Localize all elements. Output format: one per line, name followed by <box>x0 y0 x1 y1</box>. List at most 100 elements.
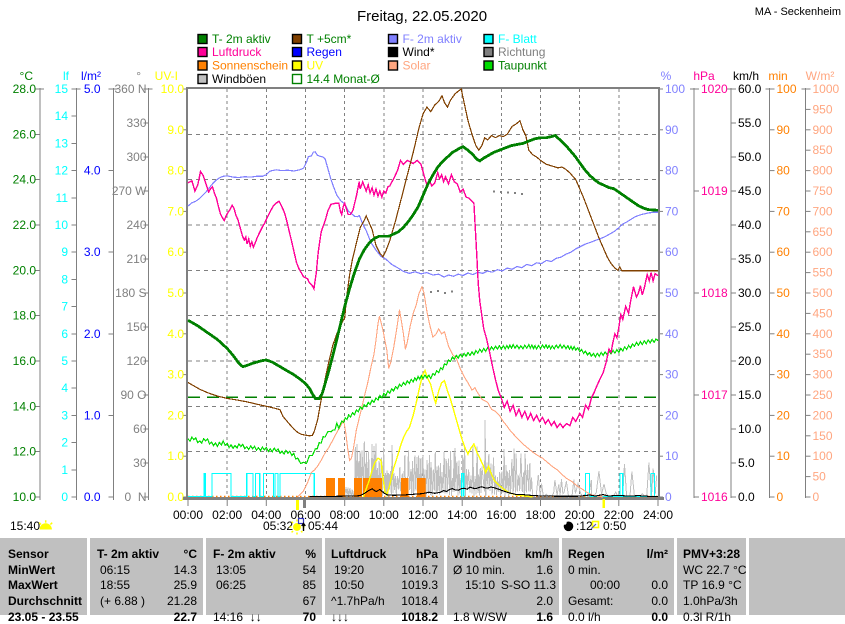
svg-text:0: 0 <box>813 490 820 504</box>
svg-text:F- Blatt: F- Blatt <box>498 32 537 46</box>
svg-text:35.0: 35.0 <box>738 252 762 266</box>
svg-text:250: 250 <box>813 388 833 402</box>
svg-text:20:00: 20:00 <box>565 508 595 522</box>
svg-text:22.0: 22.0 <box>13 218 37 232</box>
svg-text:900: 900 <box>813 123 833 137</box>
svg-text:16:00: 16:00 <box>486 508 516 522</box>
svg-text:18:00: 18:00 <box>525 508 555 522</box>
svg-text:90: 90 <box>665 123 679 137</box>
svg-text:km/h: km/h <box>733 69 759 83</box>
svg-text:650: 650 <box>813 225 833 239</box>
svg-text:05:32: 05:32 <box>263 519 293 533</box>
svg-text:70: 70 <box>665 204 679 218</box>
svg-text:330: 330 <box>126 116 146 130</box>
svg-text:200: 200 <box>813 408 833 422</box>
svg-text:04:00: 04:00 <box>251 508 281 522</box>
svg-text:90 O: 90 O <box>120 388 146 402</box>
svg-text:Wind*: Wind* <box>403 45 435 59</box>
svg-text:90: 90 <box>777 123 791 137</box>
svg-text:950: 950 <box>813 102 833 116</box>
svg-text:T- 2m aktiv: T- 2m aktiv <box>212 32 271 46</box>
svg-text:120: 120 <box>126 354 146 368</box>
svg-text:1.0: 1.0 <box>167 449 184 463</box>
svg-text:6.0: 6.0 <box>167 245 184 259</box>
svg-text:13: 13 <box>55 136 69 150</box>
svg-text:150: 150 <box>813 429 833 443</box>
svg-text:40: 40 <box>777 327 791 341</box>
svg-text:600: 600 <box>813 245 833 259</box>
svg-text:14.4 Monat-Ø: 14.4 Monat-Ø <box>307 72 380 86</box>
svg-text:210: 210 <box>126 252 146 266</box>
svg-text:700: 700 <box>813 204 833 218</box>
svg-text:7.0: 7.0 <box>167 204 184 218</box>
svg-text:4.0: 4.0 <box>167 327 184 341</box>
svg-text:°: ° <box>136 69 141 83</box>
svg-text:6: 6 <box>61 327 68 341</box>
svg-text:300: 300 <box>126 150 146 164</box>
svg-text:450: 450 <box>813 306 833 320</box>
svg-text:UV-I: UV-I <box>155 69 178 83</box>
svg-text:1019: 1019 <box>701 184 728 198</box>
svg-text:12.0: 12.0 <box>13 445 37 459</box>
svg-text:50: 50 <box>665 286 679 300</box>
svg-text:14: 14 <box>55 109 69 123</box>
svg-text:750: 750 <box>813 184 833 198</box>
svg-text:60: 60 <box>777 245 791 259</box>
svg-text:1.0: 1.0 <box>84 408 101 422</box>
svg-text:100: 100 <box>813 449 833 463</box>
svg-text:850: 850 <box>813 143 833 157</box>
svg-text:0 N: 0 N <box>124 490 146 504</box>
svg-text:Solar: Solar <box>403 59 431 73</box>
svg-text:4: 4 <box>61 381 68 395</box>
svg-text:40: 40 <box>665 327 679 341</box>
svg-text:1000: 1000 <box>813 82 840 96</box>
svg-text:55.0: 55.0 <box>738 116 762 130</box>
svg-text:08:00: 08:00 <box>330 508 360 522</box>
svg-text:F- 2m aktiv: F- 2m aktiv <box>403 32 462 46</box>
svg-text:10.0: 10.0 <box>13 490 37 504</box>
svg-text:50.0: 50.0 <box>738 150 762 164</box>
svg-text:8.0: 8.0 <box>167 164 184 178</box>
svg-text:360 N: 360 N <box>114 82 146 96</box>
svg-text:10:00: 10:00 <box>369 508 399 522</box>
svg-text:T +5cm*: T +5cm* <box>307 32 352 46</box>
svg-text:2.0: 2.0 <box>84 327 101 341</box>
svg-text:1: 1 <box>61 463 68 477</box>
svg-text:3.0: 3.0 <box>167 368 184 382</box>
svg-text:1020: 1020 <box>701 82 728 96</box>
svg-text:UV: UV <box>307 59 324 73</box>
svg-text:12: 12 <box>55 164 69 178</box>
svg-text:°C: °C <box>20 69 34 83</box>
svg-text:40.0: 40.0 <box>738 218 762 232</box>
svg-text:8: 8 <box>61 272 68 286</box>
svg-text:05:44: 05:44 <box>308 519 338 533</box>
svg-text:Freitag, 22.05.2020: Freitag, 22.05.2020 <box>357 8 487 25</box>
svg-text:Luftdruck: Luftdruck <box>212 45 262 59</box>
svg-text:10: 10 <box>777 449 791 463</box>
svg-text:7: 7 <box>61 300 68 314</box>
svg-text:0.0: 0.0 <box>84 490 101 504</box>
svg-text:Taupunkt: Taupunkt <box>498 59 547 73</box>
svg-text:30.0: 30.0 <box>738 286 762 300</box>
svg-text:Richtung: Richtung <box>498 45 545 59</box>
svg-text:02:00: 02:00 <box>212 508 242 522</box>
svg-text:5: 5 <box>61 354 68 368</box>
svg-text:9: 9 <box>61 245 68 259</box>
svg-text:15.0: 15.0 <box>738 388 762 402</box>
svg-text:W/m²: W/m² <box>806 69 835 83</box>
svg-text:24:00: 24:00 <box>643 508 673 522</box>
svg-text:0.0: 0.0 <box>167 490 184 504</box>
svg-text:22:00: 22:00 <box>604 508 634 522</box>
svg-text:30: 30 <box>133 456 147 470</box>
svg-text:18.0: 18.0 <box>13 309 37 323</box>
svg-text:10.0: 10.0 <box>738 422 762 436</box>
svg-text:20: 20 <box>777 408 791 422</box>
svg-text:%: % <box>661 69 672 83</box>
svg-text:11: 11 <box>56 191 69 205</box>
svg-text:24.0: 24.0 <box>13 173 37 187</box>
svg-text:1018: 1018 <box>701 286 728 300</box>
svg-text:80: 80 <box>665 164 679 178</box>
svg-text:3.0: 3.0 <box>84 245 101 259</box>
svg-text:20: 20 <box>665 408 679 422</box>
svg-text:15: 15 <box>55 82 69 96</box>
